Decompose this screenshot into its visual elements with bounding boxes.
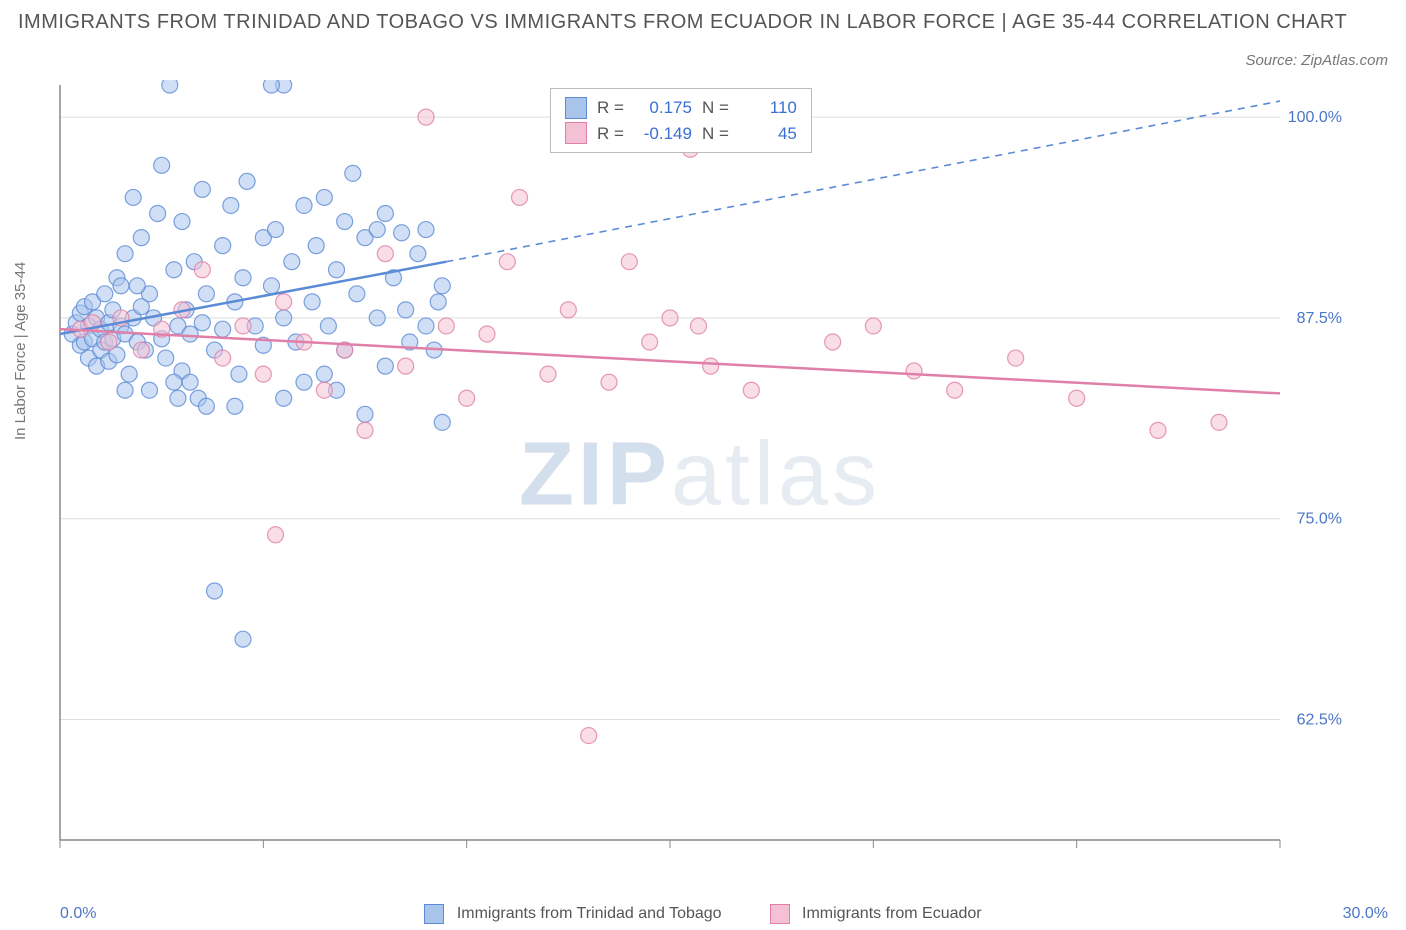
chart-plot-area: 62.5%75.0%87.5%100.0% ZIPatlas <box>50 80 1350 870</box>
corr-row-series1: R = 0.175 N = 110 <box>565 95 797 121</box>
x-axis-min-label: 0.0% <box>60 905 96 923</box>
corr-row-series2: R = -0.149 N = 45 <box>565 121 797 147</box>
svg-text:87.5%: 87.5% <box>1297 310 1342 327</box>
legend-item-series2: Immigrants from Ecuador <box>770 904 982 924</box>
series2-legend-swatch <box>770 904 790 924</box>
svg-text:62.5%: 62.5% <box>1297 712 1342 729</box>
series2-r-value: -0.149 <box>634 121 692 147</box>
series1-legend-label: Immigrants from Trinidad and Tobago <box>457 905 722 922</box>
legend-item-series1: Immigrants from Trinidad and Tobago <box>424 904 721 924</box>
series2-swatch <box>565 122 587 144</box>
svg-text:75.0%: 75.0% <box>1297 511 1342 528</box>
y-axis-label: In Labor Force | Age 35-44 <box>12 262 29 440</box>
series1-n-value: 110 <box>739 95 797 121</box>
x-axis-max-label: 30.0% <box>1343 905 1388 923</box>
chart-title: IMMIGRANTS FROM TRINIDAD AND TOBAGO VS I… <box>18 8 1388 37</box>
series2-n-value: 45 <box>739 121 797 147</box>
label-n: N = <box>702 95 729 121</box>
label-n: N = <box>702 121 729 147</box>
series1-r-value: 0.175 <box>634 95 692 121</box>
label-r: R = <box>597 95 624 121</box>
label-r: R = <box>597 121 624 147</box>
series1-swatch <box>565 97 587 119</box>
correlation-legend: R = 0.175 N = 110 R = -0.149 N = 45 <box>550 88 812 153</box>
svg-text:100.0%: 100.0% <box>1288 109 1342 126</box>
series1-legend-swatch <box>424 904 444 924</box>
scatter-svg: 62.5% 75.0% 87.5% 100.0% <box>50 80 1350 870</box>
chart-title-block: IMMIGRANTS FROM TRINIDAD AND TOBAGO VS I… <box>18 8 1388 37</box>
series2-legend-label: Immigrants from Ecuador <box>802 905 982 922</box>
source-attribution: Source: ZipAtlas.com <box>1245 52 1388 69</box>
bottom-legend: 0.0% Immigrants from Trinidad and Tobago… <box>0 904 1406 924</box>
